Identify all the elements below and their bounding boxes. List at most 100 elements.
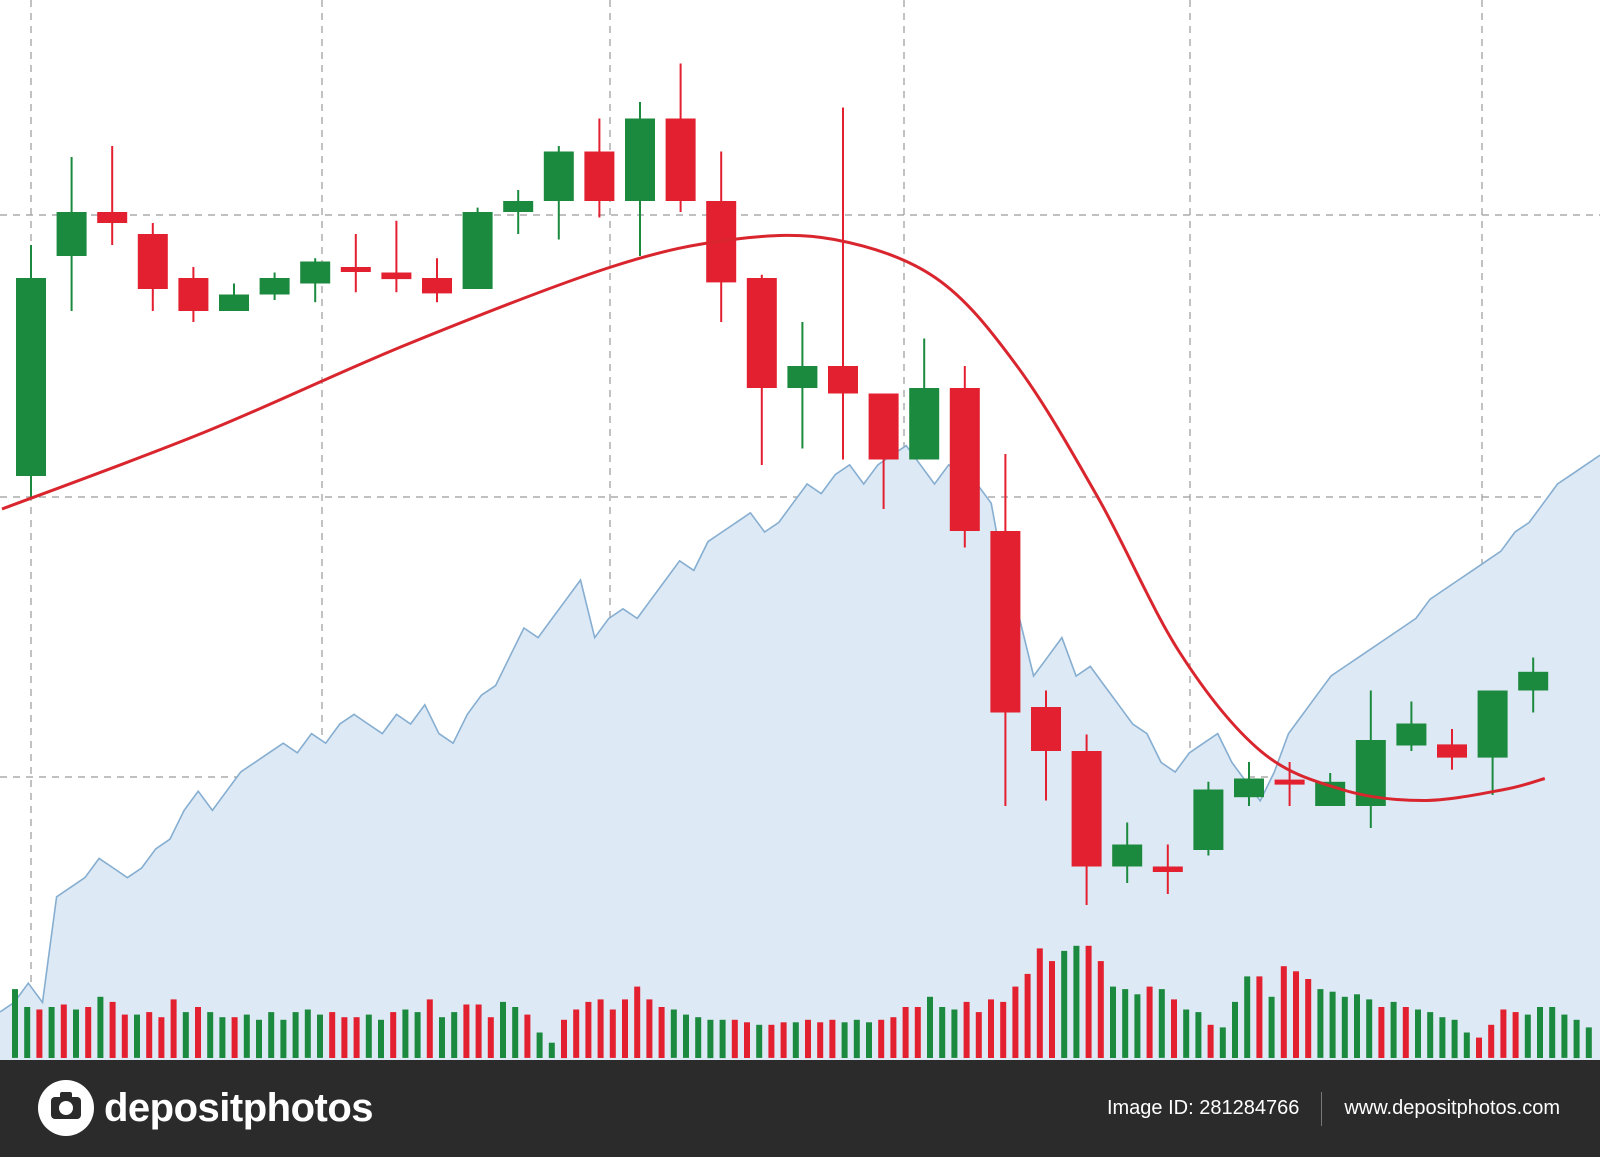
candle-body <box>340 267 371 272</box>
area-series <box>0 444 1600 1060</box>
volume-bar <box>1549 1007 1556 1058</box>
stock-chart <box>0 0 1600 1060</box>
volume-bar <box>121 1014 128 1058</box>
volume-bars <box>12 945 1592 1059</box>
volume-bar <box>1439 1017 1446 1058</box>
volume-bar <box>988 999 994 1058</box>
brand-logo[interactable]: depositphotos <box>38 1080 374 1136</box>
volume-bar <box>292 1012 299 1058</box>
volume-bar <box>1256 976 1263 1058</box>
volume-bar <box>768 1024 775 1058</box>
candle-body <box>300 261 331 284</box>
candle-body <box>422 278 452 294</box>
volume-bar <box>451 1012 458 1058</box>
volume-bar <box>695 1017 702 1058</box>
volume-bar <box>1122 989 1129 1058</box>
volume-bar <box>1158 989 1165 1058</box>
volume-bar <box>914 1007 921 1058</box>
chart-canvas <box>0 0 1600 1060</box>
volume-bar <box>1097 961 1104 1058</box>
candle-body <box>1193 789 1224 850</box>
volume-bar <box>463 1004 470 1058</box>
candle-body <box>219 294 249 311</box>
candle-body <box>1437 744 1467 758</box>
volume-bar <box>1085 945 1092 1058</box>
volume-bar <box>1268 996 1275 1058</box>
volume-bar <box>731 1019 738 1059</box>
volume-bar <box>97 996 104 1058</box>
volume-bar <box>1000 1001 1007 1058</box>
volume-bar <box>1232 1001 1238 1058</box>
volume-bar <box>487 1017 494 1058</box>
area-line <box>0 444 1600 1013</box>
candle-body <box>259 278 290 295</box>
volume-bar <box>268 1012 275 1058</box>
volume-bar <box>439 1017 445 1058</box>
volume-bar <box>585 1001 592 1058</box>
candle <box>1518 657 1549 713</box>
volume-bar <box>1451 1019 1458 1059</box>
volume-bar <box>414 1012 421 1058</box>
volume-bar <box>658 1007 665 1058</box>
volume-bar <box>817 1022 824 1058</box>
volume-bar <box>402 1009 409 1058</box>
volume-bar <box>634 986 641 1058</box>
candle <box>828 107 858 460</box>
volume-bar <box>609 1009 616 1058</box>
moving-average-line <box>1 233 1546 803</box>
volume-bar <box>707 1019 714 1059</box>
candle-body <box>1152 866 1183 872</box>
candle <box>503 190 534 234</box>
volume-bar <box>365 1014 372 1058</box>
volume-bar <box>1305 979 1312 1058</box>
volume-bar <box>622 999 628 1058</box>
volume-bar <box>1219 1027 1226 1058</box>
volume-bar <box>109 1001 116 1058</box>
volume-bar <box>524 1014 531 1058</box>
volume-bar <box>243 1014 250 1058</box>
candle-body <box>665 118 696 201</box>
volume-bar <box>756 1024 763 1058</box>
volume-bar <box>85 1007 92 1058</box>
volume-bar <box>1073 945 1080 1058</box>
volume-bar <box>548 1042 555 1058</box>
volume-bar <box>719 1019 726 1059</box>
candle-body <box>909 388 940 460</box>
volume-bar <box>1024 973 1031 1058</box>
candle-body <box>584 151 615 201</box>
candlestick-series <box>16 63 1549 905</box>
volume-bar <box>317 1014 323 1058</box>
candle <box>178 267 209 322</box>
volume-bar <box>1585 1027 1592 1058</box>
volume-bar <box>963 1001 970 1058</box>
volume-bar <box>1146 986 1153 1058</box>
volume-bar <box>390 1012 397 1058</box>
volume-bar <box>24 1007 31 1058</box>
candle <box>300 258 331 303</box>
volume-bar <box>1293 971 1299 1058</box>
volume-bar <box>1390 1001 1397 1058</box>
candle-body <box>543 151 574 201</box>
volume-bar <box>878 1019 885 1059</box>
volume-bar <box>1415 1009 1421 1058</box>
volume-bar <box>195 1007 201 1058</box>
candle <box>1477 690 1508 795</box>
volume-bar <box>170 999 177 1058</box>
candle <box>1193 781 1224 856</box>
candle <box>462 207 493 289</box>
volume-bar <box>329 1012 336 1058</box>
volume-bar <box>1061 950 1068 1058</box>
candle-body <box>137 234 168 289</box>
camera-icon <box>38 1080 94 1136</box>
volume-bar <box>353 1017 360 1058</box>
volume-bar <box>1110 986 1116 1058</box>
volume-bar <box>256 1019 262 1059</box>
volume-bar <box>304 1009 311 1058</box>
candle <box>1112 822 1143 883</box>
candle-body <box>828 366 858 394</box>
site-url[interactable]: www.depositphotos.com <box>1344 1097 1560 1119</box>
volume-bar <box>780 1022 787 1058</box>
candle <box>746 274 777 465</box>
volume-bar <box>1354 994 1360 1058</box>
candle <box>340 234 371 293</box>
